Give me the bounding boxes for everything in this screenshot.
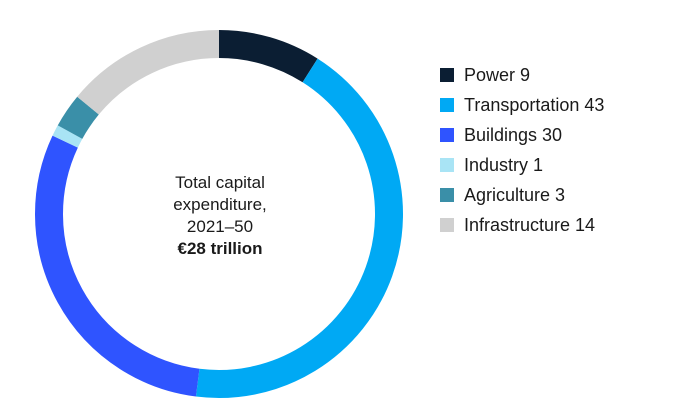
legend-value: 3: [555, 184, 566, 205]
legend-swatch: [440, 68, 454, 82]
legend-swatch: [440, 158, 454, 172]
legend-value: 43: [584, 94, 605, 115]
legend-item-transportation: Transportation 43: [440, 90, 685, 120]
donut-segment-power: [218, 30, 318, 83]
legend-label: Industry: [464, 154, 529, 175]
legend-swatch: [440, 218, 454, 232]
center-label-total: €28 trillion: [177, 239, 263, 258]
legend: Power 9 Transportation 43 Buildings 30 I…: [440, 60, 685, 240]
legend-label: Agriculture: [464, 184, 551, 205]
legend-label: Transportation: [464, 94, 580, 115]
donut-segment-buildings: [35, 135, 200, 397]
legend-item-buildings: Buildings 30: [440, 120, 685, 150]
donut-segment-transportation: [195, 58, 403, 398]
legend-item-agriculture: Agriculture 3: [440, 180, 685, 210]
legend-label: Infrastructure: [464, 214, 571, 235]
center-label: Total capital expenditure, 2021–50 €28 t…: [120, 172, 320, 260]
legend-swatch: [440, 128, 454, 142]
donut-segment-agriculture: [57, 96, 99, 140]
legend-value: 30: [542, 124, 563, 145]
legend-value: 1: [533, 154, 544, 175]
center-label-line-1: Total capital: [175, 173, 265, 192]
legend-value: 14: [575, 214, 596, 235]
legend-label: Power: [464, 64, 516, 85]
legend-swatch: [440, 188, 454, 202]
legend-label: Buildings: [464, 124, 538, 145]
legend-item-infrastructure: Infrastructure 14: [440, 210, 685, 240]
legend-item-industry: Industry 1: [440, 150, 685, 180]
center-label-line-2: expenditure,: [173, 195, 267, 214]
donut-segment-infrastructure: [77, 30, 220, 115]
center-label-line-3: 2021–50: [186, 217, 254, 236]
legend-value: 9: [520, 64, 531, 85]
donut-segment-industry: [52, 125, 83, 148]
legend-swatch: [440, 98, 454, 112]
legend-item-power: Power 9: [440, 60, 685, 90]
